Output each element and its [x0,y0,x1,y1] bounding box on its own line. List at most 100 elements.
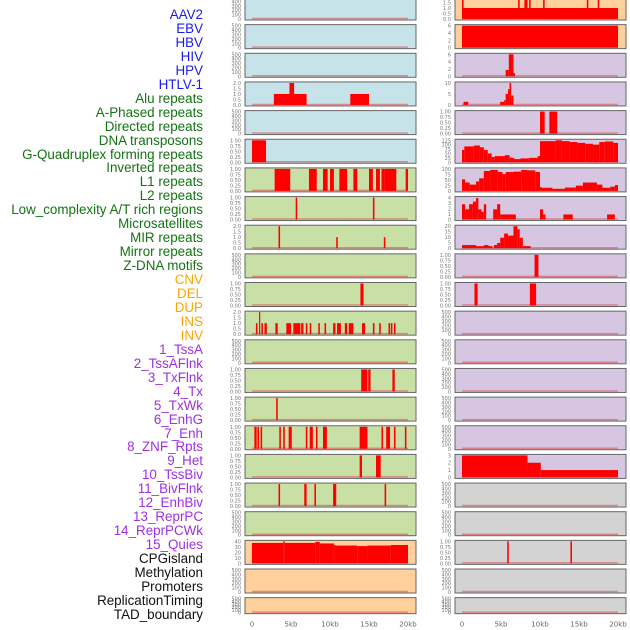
track-bar [318,323,320,335]
track-bar [500,101,505,105]
y-tick-label: 2.0 [233,224,241,230]
track-bar [367,545,391,564]
y-tick-label: 0 [448,246,451,252]
track-bar [383,237,386,249]
track-bar [514,159,521,163]
track-label: TAD_boundary [113,606,203,622]
x-tick-label: 0 [460,621,464,629]
track-bar [359,426,368,449]
track-panel-left [244,339,417,365]
y-tick-label: 2 [448,38,451,44]
track-bar [569,142,578,163]
y-tick-label: 300 [441,577,451,583]
track-bar [479,178,484,191]
track-panel-left [244,138,417,164]
y-tick-label: 0.75 [440,115,451,121]
y-tick-label: 200 [441,409,451,415]
track-label: Z-DNA motifs [123,258,203,274]
y-tick-label: 1.00 [440,539,451,545]
track-bar [476,246,484,249]
y-tick-label: 500 [441,511,451,517]
track-bar [372,323,375,335]
y-tick-label: 5 [448,92,451,98]
track-bar [614,185,618,191]
track-panel-right [454,253,627,279]
x-tick-label: 0 [250,621,254,629]
track-bar [361,369,368,392]
y-tick-label: 200 [441,352,451,358]
track-panel-left [244,0,417,21]
y-tick-label: 100 [231,528,241,534]
track-bar [527,170,536,191]
track-panel-left [244,367,417,393]
track-panel-left [244,568,417,594]
y-tick-label: 3 [448,453,451,459]
track-bar [384,484,387,507]
track-label: 5_TxWk [153,397,203,413]
y-tick-label: 1 [448,212,451,218]
y-tick-label: 400 [441,343,451,349]
track-bar [511,95,514,105]
y-tick-label: 200 [441,605,451,611]
track-label: 9_Het [167,453,203,469]
y-tick-label: 400 [231,57,241,63]
x-tick-label: 20kb [609,621,627,629]
y-tick-label: 100 [441,500,451,506]
track-bar [520,158,530,163]
y-tick-label: 0 [448,103,451,109]
y-tick-label: 0.00 [440,304,451,310]
y-tick-label: 0.25 [440,298,451,304]
track-bar [309,323,312,335]
track-panel-left [244,453,417,479]
y-tick-label: 400 [231,515,241,521]
track-bar [491,156,495,163]
y-tick-label: 0 [238,132,241,138]
track-bar [348,323,354,335]
track-bar [464,146,474,163]
track-bar [462,149,465,163]
track-bar [487,153,492,163]
y-tick-label: 100 [231,608,241,614]
track-bar [540,187,542,191]
y-tick-label: 1.00 [230,453,241,459]
y-tick-label: 1.00 [230,367,241,373]
y-tick-label: 100 [441,328,451,334]
track-label: CNV [174,272,203,288]
y-tick-label: 50 [445,178,451,184]
y-tick-label: 0.25 [230,183,241,189]
track-bar [509,157,515,163]
y-tick-label: 2.0 [233,81,241,87]
track-label: INS [180,313,203,329]
track-bar [462,245,477,249]
track-bar [305,426,308,449]
y-tick-label: 300 [231,32,241,38]
track-panel-right [454,52,627,78]
track-bar [357,546,368,564]
track-bar [476,181,480,191]
track-panel-left [244,396,417,422]
track-bar [283,426,285,449]
track-bar [543,214,546,220]
y-tick-label: 0 [238,17,241,23]
track-bar [275,323,278,335]
track-bar [529,283,537,306]
track-bar [462,179,466,191]
y-tick-label: 0 [448,418,451,424]
track-label: Inverted repeats [106,160,203,176]
track-bar [575,185,583,191]
track-bar [505,70,509,77]
y-tick-label: 1.5 [233,230,241,236]
track-bar [335,545,358,564]
track-bar [388,323,391,335]
track-bar [333,545,336,564]
y-tick-label: 50 [445,151,451,157]
track-label: 1_TssA [159,341,203,357]
track-label: Alu repeats [135,90,203,106]
track-bar [527,462,541,478]
y-tick-label: 75 [445,147,451,153]
y-tick-label: 300 [231,348,241,354]
y-tick-label: 0.00 [440,275,451,281]
track-bar [472,201,477,220]
track-bar [304,484,307,507]
track-bar [586,0,589,19]
